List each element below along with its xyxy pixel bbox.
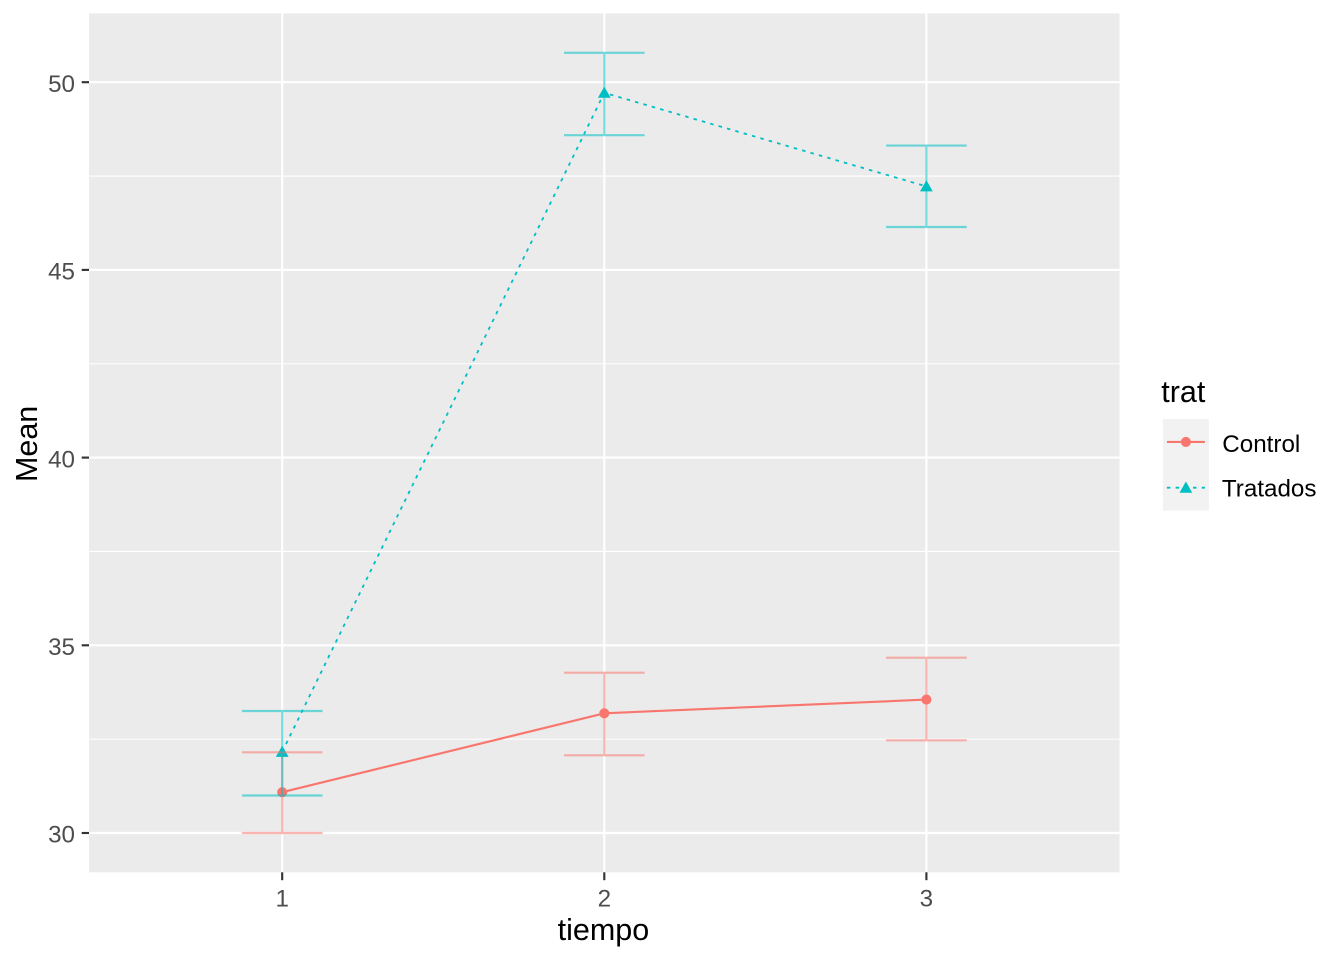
svg-text:1: 1 xyxy=(275,886,288,913)
svg-text:3: 3 xyxy=(920,886,933,913)
svg-text:trat: trat xyxy=(1161,375,1206,409)
svg-text:40: 40 xyxy=(48,446,75,473)
svg-text:30: 30 xyxy=(48,822,75,849)
svg-text:Tratados: Tratados xyxy=(1222,476,1317,503)
svg-text:Mean: Mean xyxy=(10,406,44,482)
svg-text:35: 35 xyxy=(48,634,75,661)
svg-text:tiempo: tiempo xyxy=(558,913,650,947)
svg-text:2: 2 xyxy=(598,886,611,913)
svg-text:45: 45 xyxy=(48,259,75,286)
svg-text:Control: Control xyxy=(1222,431,1300,458)
svg-text:50: 50 xyxy=(48,71,75,98)
